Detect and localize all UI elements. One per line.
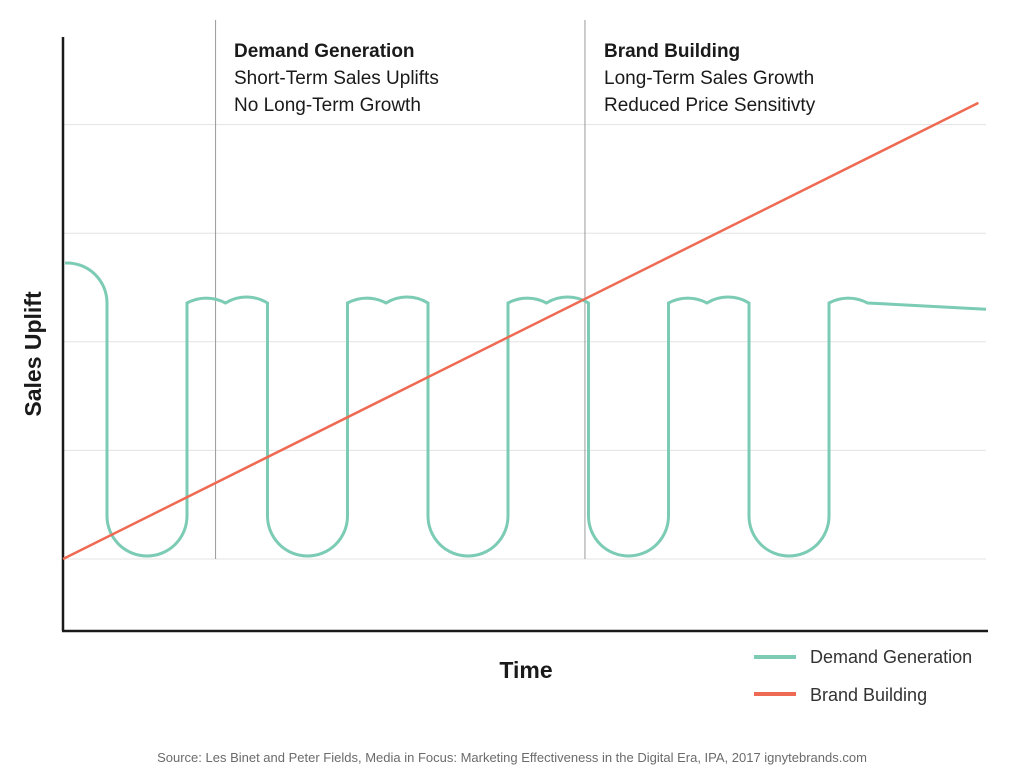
annotation-brand-building: Brand Building Long-Term Sales Growth Re… bbox=[604, 41, 816, 116]
annotation-title: Demand Generation bbox=[234, 41, 415, 62]
annotation-line: No Long-Term Growth bbox=[234, 95, 421, 116]
annotation-line: Long-Term Sales Growth bbox=[604, 68, 814, 89]
annotation-line: Reduced Price Sensitivty bbox=[604, 95, 816, 116]
legend-label: Demand Generation bbox=[810, 647, 972, 667]
legend-item: Brand Building bbox=[754, 685, 927, 705]
legend-item: Demand Generation bbox=[754, 647, 972, 667]
demand-generation-series-line bbox=[64, 261, 987, 558]
x-axis-label: Time bbox=[499, 657, 552, 683]
annotation-demand-generation: Demand Generation Short-Term Sales Uplif… bbox=[234, 41, 439, 116]
y-axis-label: Sales Uplift bbox=[20, 291, 46, 417]
annotation-line: Short-Term Sales Uplifts bbox=[234, 68, 439, 89]
legend: Demand Generation Brand Building bbox=[754, 647, 972, 705]
gridlines bbox=[63, 124, 986, 560]
annotation-title: Brand Building bbox=[604, 41, 740, 62]
legend-label: Brand Building bbox=[810, 685, 927, 705]
source-note: Source: Les Binet and Peter Fields, Medi… bbox=[157, 750, 867, 765]
section-dividers bbox=[215, 20, 586, 559]
brand-building-series-line bbox=[62, 101, 979, 561]
